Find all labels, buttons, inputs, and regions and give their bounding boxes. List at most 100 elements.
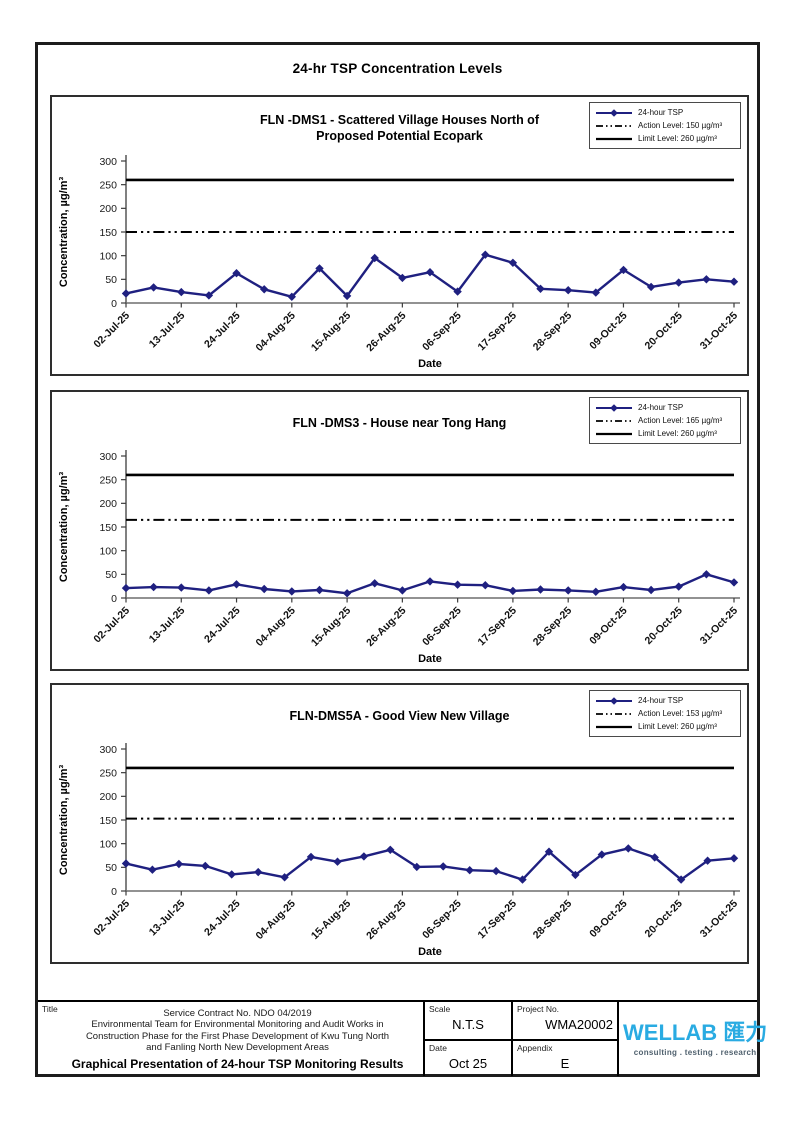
legend-series-label: 24-hour TSP bbox=[638, 696, 684, 705]
data-point-marker bbox=[359, 852, 369, 861]
data-point-marker bbox=[204, 291, 214, 300]
title-cell-label: Title bbox=[42, 1004, 58, 1014]
data-point-marker bbox=[729, 277, 739, 286]
x-tick-label: 26-Aug-25 bbox=[364, 898, 408, 942]
chart-title-dms1: FLN -DMS1 - Scattered Village Houses Nor… bbox=[260, 112, 539, 143]
project-description-line1: Environmental Team for Environmental Mon… bbox=[91, 1019, 384, 1030]
x-tick-label: 28-Sep-25 bbox=[531, 605, 575, 649]
x-tick-label: 17-Sep-25 bbox=[475, 310, 519, 354]
series-line-symbol bbox=[596, 108, 632, 117]
x-tick-label: 06-Sep-25 bbox=[420, 310, 464, 354]
x-tick-label: 17-Sep-25 bbox=[475, 898, 519, 942]
limit-line-symbol bbox=[596, 137, 632, 140]
data-point-marker bbox=[481, 581, 490, 590]
x-tick-label: 09-Oct-25 bbox=[587, 898, 629, 940]
data-point-marker bbox=[453, 580, 462, 589]
data-point-marker bbox=[315, 264, 324, 273]
data-point-marker bbox=[201, 861, 210, 871]
chart-dms1: 0 50 100 150 200 250 300 02-Jul-25 13-Jul-25 24-J… bbox=[58, 155, 740, 370]
chart-panel-dms5a: 24-hour TSP Action Level: 153 µg/m³ Limi… bbox=[50, 683, 749, 964]
appendix-value: E bbox=[560, 1056, 570, 1071]
data-point-marker bbox=[177, 287, 186, 297]
logo-cell: WELLAB 匯力 consulting . testing . researc… bbox=[617, 1002, 771, 1076]
x-tick-label: 04-Aug-25 bbox=[254, 898, 298, 942]
data-point-marker bbox=[342, 589, 352, 598]
appendix-cell: Appendix E bbox=[511, 1039, 617, 1076]
date-label: Date bbox=[429, 1043, 447, 1053]
page-title: 24-hr TSP Concentration Levels bbox=[292, 61, 503, 76]
y-tick-label: 0 bbox=[111, 886, 117, 898]
y-tick-label: 0 bbox=[111, 593, 117, 605]
project-description-line2: Construction Phase for the First Phase D… bbox=[85, 1030, 390, 1042]
x-tick-label: 13-Jul-25 bbox=[147, 310, 188, 351]
wellab-logo: WELLAB 匯力 bbox=[623, 1019, 768, 1045]
legend-dms1: 24-hour TSP Action Level: 150 µg/m³ Limi… bbox=[589, 102, 741, 149]
x-tick-label: 24-Jul-25 bbox=[202, 898, 243, 939]
data-point-marker bbox=[619, 582, 628, 592]
x-tick-label: 26-Aug-25 bbox=[364, 310, 408, 354]
chart-dms3: 0 50 100 150 200 250 300 02-Jul-25 13-Jul-25 24-J… bbox=[58, 450, 740, 665]
y-tick-label: 100 bbox=[99, 250, 117, 262]
x-tick-label: 13-Jul-25 bbox=[147, 605, 188, 646]
x-tick-label: 06-Sep-25 bbox=[420, 898, 464, 942]
data-point-marker bbox=[650, 853, 659, 862]
x-tick-label: 04-Aug-25 bbox=[254, 605, 298, 649]
date-value: Oct 25 bbox=[448, 1056, 488, 1071]
y-tick-label: 300 bbox=[99, 156, 117, 168]
legend-entry-series: 24-hour TSP bbox=[595, 694, 735, 707]
data-point-marker bbox=[591, 587, 600, 596]
legend-entry-limit: Limit Level: 260 µg/m³ bbox=[595, 720, 735, 733]
x-axis-title: Date bbox=[418, 946, 442, 958]
y-tick-label: 300 bbox=[99, 451, 117, 463]
limit-line-symbol bbox=[596, 432, 632, 435]
data-point-marker bbox=[287, 587, 296, 596]
x-tick-label: 15-Aug-25 bbox=[309, 310, 353, 354]
x-tick-label: 06-Sep-25 bbox=[420, 605, 464, 649]
data-point-marker bbox=[518, 875, 527, 884]
x-tick-label: 20-Oct-25 bbox=[643, 898, 685, 940]
data-point-marker bbox=[702, 570, 711, 579]
data-point-marker bbox=[232, 269, 241, 278]
legend-action-label: Action Level: 153 µg/m³ bbox=[638, 709, 723, 718]
chart-title-area: FLN -DMS1 - Scattered Village Houses Nor… bbox=[52, 97, 747, 151]
data-point-marker bbox=[232, 580, 241, 589]
x-tick-label: 09-Oct-25 bbox=[587, 310, 629, 352]
data-point-marker bbox=[342, 291, 352, 301]
data-point-marker bbox=[536, 284, 545, 293]
data-point-marker bbox=[174, 859, 184, 869]
series-line-symbol bbox=[596, 696, 632, 705]
chart-title-area: FLN-DMS5A - Good View New Village bbox=[52, 685, 747, 739]
project-no-value: WMA20002 bbox=[545, 1017, 613, 1032]
y-tick-label: 250 bbox=[99, 767, 117, 779]
data-point-marker bbox=[508, 258, 518, 267]
legend-dms5a: 24-hour TSP Action Level: 153 µg/m³ Limi… bbox=[589, 690, 741, 737]
x-tick-label: 26-Aug-25 bbox=[364, 605, 408, 649]
action-line-symbol bbox=[596, 712, 632, 715]
data-point-marker bbox=[260, 584, 269, 594]
data-point-marker bbox=[204, 586, 214, 595]
x-tick-label: 24-Jul-25 bbox=[202, 605, 243, 646]
legend-action-label: Action Level: 150 µg/m³ bbox=[638, 121, 723, 130]
data-point-marker bbox=[439, 862, 448, 871]
data-point-marker bbox=[260, 285, 269, 294]
chart-panel-dms3: 24-hour TSP Action Level: 165 µg/m³ Limi… bbox=[50, 390, 749, 671]
data-point-marker bbox=[287, 292, 296, 301]
data-point-marker bbox=[453, 287, 462, 296]
y-axis-title: Concentration, µg/m³ bbox=[58, 472, 70, 583]
x-axis-title: Date bbox=[418, 358, 442, 370]
x-tick-label: 20-Oct-25 bbox=[643, 605, 685, 647]
data-point-marker bbox=[729, 578, 739, 587]
data-point-marker bbox=[121, 859, 131, 868]
y-tick-label: 100 bbox=[99, 838, 117, 850]
page-frame: 24-hr TSP Concentration Levels 24-hour T… bbox=[35, 42, 767, 1077]
data-point-marker bbox=[370, 579, 379, 588]
document-title: Graphical Presentation of 24-hour TSP Mo… bbox=[71, 1056, 404, 1071]
data-point-marker bbox=[674, 582, 683, 591]
legend-entry-limit: Limit Level: 260 µg/m³ bbox=[595, 427, 735, 440]
x-tick-label: 31-Oct-25 bbox=[698, 310, 740, 352]
data-point-marker bbox=[536, 585, 545, 594]
y-tick-label: 50 bbox=[105, 569, 117, 581]
legend-entry-series: 24-hour TSP bbox=[595, 401, 735, 414]
x-tick-label: 09-Oct-25 bbox=[587, 605, 629, 647]
